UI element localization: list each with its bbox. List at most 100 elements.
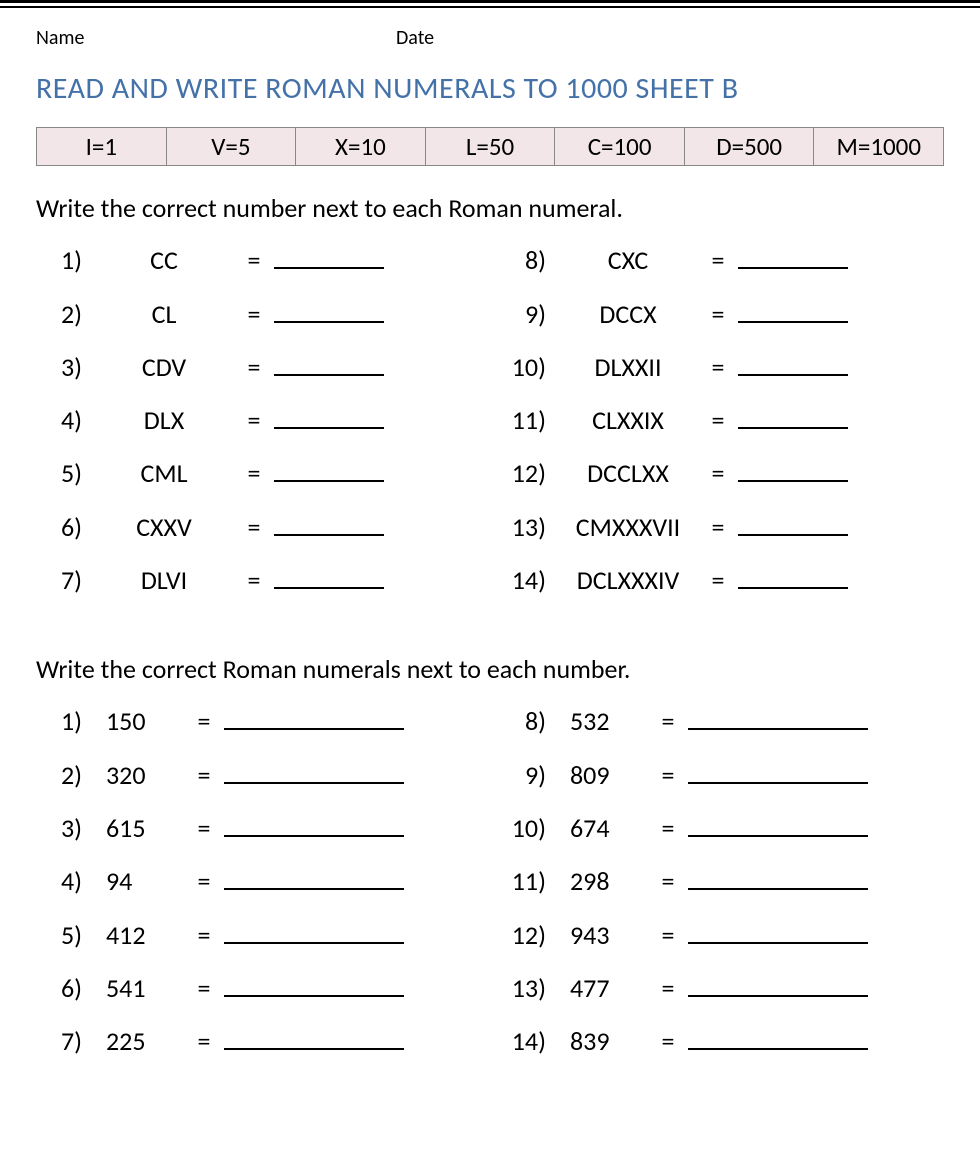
item-number: 2) <box>36 762 94 788</box>
equals-sign: = <box>184 868 224 894</box>
equals-sign: = <box>698 407 738 433</box>
item-number: 5) <box>36 922 94 948</box>
item-value: 320 <box>94 762 184 788</box>
item-value: CL <box>94 301 234 327</box>
exercise-row: 11)CLXXIX= <box>500 402 944 433</box>
legend-cell: I=1 <box>36 127 167 166</box>
answer-blank[interactable] <box>688 1023 868 1050</box>
equals-sign: = <box>648 708 688 734</box>
exercise-row: 8)532= <box>500 703 944 734</box>
item-value: 94 <box>94 868 184 894</box>
answer-blank[interactable] <box>224 703 404 730</box>
page-title: READ AND WRITE ROMAN NUMERALS TO 1000 SH… <box>36 70 944 107</box>
exercise-row: 9)DCCX= <box>500 295 944 326</box>
item-value: 839 <box>558 1028 648 1054</box>
item-value: 477 <box>558 975 648 1001</box>
item-value: CC <box>94 247 234 273</box>
exercise-row: 6)CXXV= <box>36 508 480 539</box>
equals-sign: = <box>698 567 738 593</box>
answer-blank[interactable] <box>274 242 384 269</box>
answer-blank[interactable] <box>274 562 384 589</box>
answer-blank[interactable] <box>274 455 384 482</box>
exercise-row: 13)477= <box>500 970 944 1001</box>
legend-cell: V=5 <box>167 127 297 166</box>
item-value: 615 <box>94 815 184 841</box>
item-value: 541 <box>94 975 184 1001</box>
exercise-row: 9)809= <box>500 756 944 787</box>
item-value: DLXXII <box>558 354 698 380</box>
equals-sign: = <box>234 460 274 486</box>
equals-sign: = <box>184 975 224 1001</box>
answer-blank[interactable] <box>224 970 404 997</box>
exercise-row: 5)412= <box>36 916 480 947</box>
item-value: CXXV <box>94 514 234 540</box>
instruction-2: Write the correct Roman numerals next to… <box>36 653 944 685</box>
answer-blank[interactable] <box>274 349 384 376</box>
equals-sign: = <box>234 407 274 433</box>
item-number: 11) <box>500 407 558 433</box>
legend-cell: L=50 <box>426 127 556 166</box>
item-value: CDV <box>94 354 234 380</box>
answer-blank[interactable] <box>688 863 868 890</box>
answer-blank[interactable] <box>738 508 848 535</box>
exercise-row: 12)DCCLXX= <box>500 455 944 486</box>
answer-blank[interactable] <box>224 1023 404 1050</box>
answer-blank[interactable] <box>738 455 848 482</box>
answer-blank[interactable] <box>738 349 848 376</box>
item-number: 10) <box>500 354 558 380</box>
item-value: DCLXXXIV <box>558 567 698 593</box>
equals-sign: = <box>648 922 688 948</box>
equals-sign: = <box>698 354 738 380</box>
exercise-row: 6)541= <box>36 970 480 1001</box>
equals-sign: = <box>648 815 688 841</box>
equals-sign: = <box>648 1028 688 1054</box>
item-number: 3) <box>36 815 94 841</box>
item-value: 674 <box>558 815 648 841</box>
exercise-row: 8)CXC= <box>500 242 944 273</box>
exercise-row: 1)CC= <box>36 242 480 273</box>
item-value: DCCX <box>558 301 698 327</box>
item-number: 7) <box>36 1028 94 1054</box>
item-value: 150 <box>94 708 184 734</box>
answer-blank[interactable] <box>224 916 404 943</box>
answer-blank[interactable] <box>688 756 868 783</box>
answer-blank[interactable] <box>224 756 404 783</box>
item-value: CLXXIX <box>558 407 698 433</box>
item-number: 1) <box>36 708 94 734</box>
legend-cell: X=10 <box>296 127 426 166</box>
item-number: 5) <box>36 460 94 486</box>
answer-blank[interactable] <box>738 562 848 589</box>
exercise-row: 3)CDV= <box>36 349 480 380</box>
answer-blank[interactable] <box>688 916 868 943</box>
equals-sign: = <box>698 514 738 540</box>
section2-col-left: 1)150=2)320=3)615=4)94=5)412=6)541=7)225… <box>36 703 480 1076</box>
answer-blank[interactable] <box>738 295 848 322</box>
exercise-row: 10)674= <box>500 810 944 841</box>
equals-sign: = <box>234 301 274 327</box>
equals-sign: = <box>234 354 274 380</box>
answer-blank[interactable] <box>274 508 384 535</box>
answer-blank[interactable] <box>738 242 848 269</box>
item-number: 14) <box>500 1028 558 1054</box>
item-value: 412 <box>94 922 184 948</box>
exercise-row: 12)943= <box>500 916 944 947</box>
answer-blank[interactable] <box>224 863 404 890</box>
item-value: 225 <box>94 1028 184 1054</box>
answer-blank[interactable] <box>738 402 848 429</box>
exercise-row: 5)CML= <box>36 455 480 486</box>
answer-blank[interactable] <box>688 970 868 997</box>
item-value: 809 <box>558 762 648 788</box>
answer-blank[interactable] <box>274 402 384 429</box>
item-number: 8) <box>500 247 558 273</box>
item-value: DCCLXX <box>558 460 698 486</box>
answer-blank[interactable] <box>688 703 868 730</box>
worksheet-page: Name Date READ AND WRITE ROMAN NUMERALS … <box>0 26 980 1154</box>
answer-blank[interactable] <box>688 810 868 837</box>
answer-blank[interactable] <box>224 810 404 837</box>
legend-table: I=1V=5X=10L=50C=100D=500M=1000 <box>36 127 944 166</box>
item-value: DLX <box>94 407 234 433</box>
legend-cell: M=1000 <box>814 127 944 166</box>
top-rule <box>0 0 980 8</box>
answer-blank[interactable] <box>274 295 384 322</box>
item-value: 943 <box>558 922 648 948</box>
